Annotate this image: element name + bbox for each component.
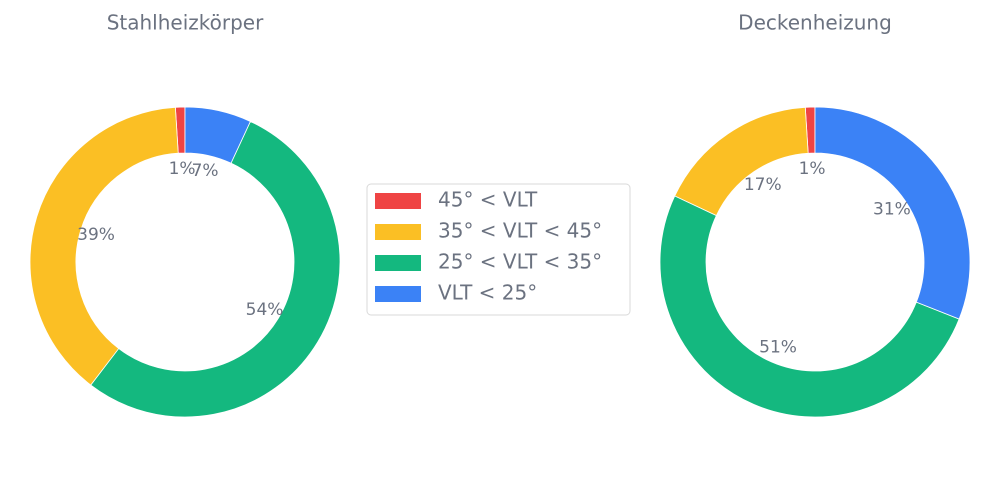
donut-segment — [29, 106, 179, 386]
legend-swatch — [375, 193, 421, 209]
value-label: 7% — [192, 161, 219, 181]
legend-label: 25° < VLT < 35° — [438, 250, 602, 274]
legend-label: 45° < VLT — [438, 188, 538, 212]
value-label: 51% — [759, 337, 797, 357]
value-label: 17% — [744, 175, 782, 195]
donut-segment — [90, 120, 341, 418]
chart-title: Stahlheizkörper — [107, 11, 264, 35]
legend-swatch — [375, 224, 421, 240]
value-label: 1% — [799, 159, 826, 179]
donut-segment — [184, 106, 251, 164]
donut-segment — [674, 106, 809, 217]
legend-label: VLT < 25° — [438, 281, 537, 305]
legend-box — [366, 183, 631, 316]
legend-swatch — [375, 255, 421, 271]
legend-swatch — [375, 286, 421, 302]
value-label: 31% — [873, 200, 911, 220]
donut-segment — [814, 106, 971, 320]
value-label: 1% — [169, 159, 196, 179]
value-label: 54% — [246, 300, 284, 320]
legend-label: 35° < VLT < 45° — [438, 219, 602, 243]
chart-title: Deckenheizung — [738, 11, 892, 35]
value-label: 39% — [77, 225, 115, 245]
donut-segment — [659, 195, 960, 418]
